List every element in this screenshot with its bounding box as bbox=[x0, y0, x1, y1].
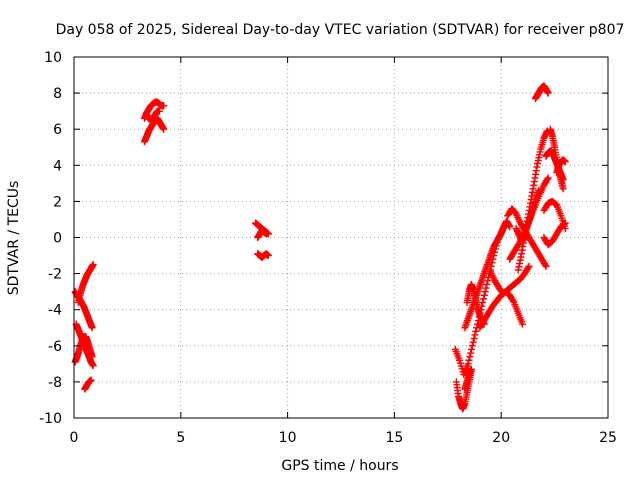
x-tick-label: 20 bbox=[492, 430, 510, 446]
y-tick-label: 8 bbox=[53, 86, 62, 102]
data-point bbox=[525, 262, 533, 270]
y-tick-label: -4 bbox=[48, 303, 62, 319]
y-tick-label: 4 bbox=[53, 158, 62, 174]
data-point bbox=[472, 327, 480, 335]
data-point bbox=[89, 362, 97, 370]
x-axis-label: GPS time / hours bbox=[281, 458, 398, 474]
data-point bbox=[506, 223, 514, 231]
data-point bbox=[88, 324, 96, 332]
data-points bbox=[71, 82, 569, 413]
data-point bbox=[88, 353, 96, 361]
y-axis-label: SDTVAR / TECUs bbox=[6, 181, 22, 296]
x-tick-label: 10 bbox=[279, 430, 297, 446]
y-tick-label: -8 bbox=[48, 375, 62, 391]
chart-title: Day 058 of 2025, Sidereal Day-to-day VTE… bbox=[56, 22, 625, 38]
series-t03c bbox=[143, 107, 163, 124]
series-e20 bbox=[514, 127, 551, 274]
data-point bbox=[479, 298, 487, 306]
data-point bbox=[467, 365, 475, 373]
data-point bbox=[542, 262, 550, 270]
x-tick-label: 15 bbox=[385, 430, 403, 446]
data-point bbox=[559, 185, 567, 193]
data-point bbox=[264, 252, 272, 260]
data-point bbox=[535, 187, 543, 195]
series-t00c bbox=[71, 333, 96, 366]
data-point bbox=[89, 261, 97, 269]
series-g22 bbox=[542, 147, 567, 184]
series-e20b bbox=[512, 187, 543, 247]
series-t08b bbox=[254, 226, 270, 241]
y-tick-label: 6 bbox=[53, 122, 62, 138]
series-t00e bbox=[81, 376, 95, 393]
data-point bbox=[468, 345, 476, 353]
x-tick-label: 0 bbox=[70, 430, 79, 446]
y-tick-label: -10 bbox=[39, 411, 62, 427]
data-point bbox=[544, 89, 552, 97]
series-h22b bbox=[553, 156, 569, 177]
data-point bbox=[480, 291, 488, 299]
series-t08c bbox=[254, 250, 272, 261]
series-t00d bbox=[74, 261, 97, 306]
data-point bbox=[87, 376, 95, 384]
data-point bbox=[544, 174, 552, 182]
series-t03b bbox=[140, 114, 168, 146]
data-point bbox=[160, 125, 168, 133]
data-point bbox=[483, 280, 491, 288]
series-a18d bbox=[461, 365, 475, 393]
series-f21 bbox=[531, 82, 552, 103]
data-point bbox=[464, 360, 472, 368]
data-point bbox=[466, 353, 474, 361]
data-point bbox=[524, 264, 532, 272]
data-point bbox=[519, 320, 527, 328]
data-point bbox=[467, 349, 475, 357]
data-point bbox=[541, 261, 549, 269]
data-point bbox=[560, 220, 568, 228]
series-h22c bbox=[540, 219, 569, 249]
data-point bbox=[160, 102, 168, 110]
data-point bbox=[470, 335, 478, 343]
data-point bbox=[469, 338, 477, 346]
y-tick-label: 2 bbox=[53, 194, 62, 210]
data-point bbox=[561, 158, 569, 166]
series-b20 bbox=[487, 262, 533, 297]
axis-ticks bbox=[73, 56, 609, 419]
data-point bbox=[561, 219, 569, 227]
data-point bbox=[509, 297, 517, 305]
x-tick-label: 25 bbox=[599, 430, 617, 446]
data-point bbox=[465, 356, 473, 364]
data-point bbox=[543, 175, 551, 183]
data-point bbox=[155, 107, 163, 115]
data-point bbox=[479, 295, 487, 303]
y-tick-label: 10 bbox=[44, 50, 62, 66]
data-point bbox=[481, 288, 489, 296]
y-tick-label: -6 bbox=[48, 339, 62, 355]
data-point bbox=[482, 284, 490, 292]
data-point bbox=[471, 331, 479, 339]
data-point bbox=[484, 277, 492, 285]
data-point bbox=[468, 342, 476, 350]
x-tick-label: 5 bbox=[176, 430, 185, 446]
y-tick-label: 0 bbox=[53, 231, 62, 247]
data-point bbox=[262, 230, 270, 238]
y-tick-label: -2 bbox=[48, 267, 62, 283]
